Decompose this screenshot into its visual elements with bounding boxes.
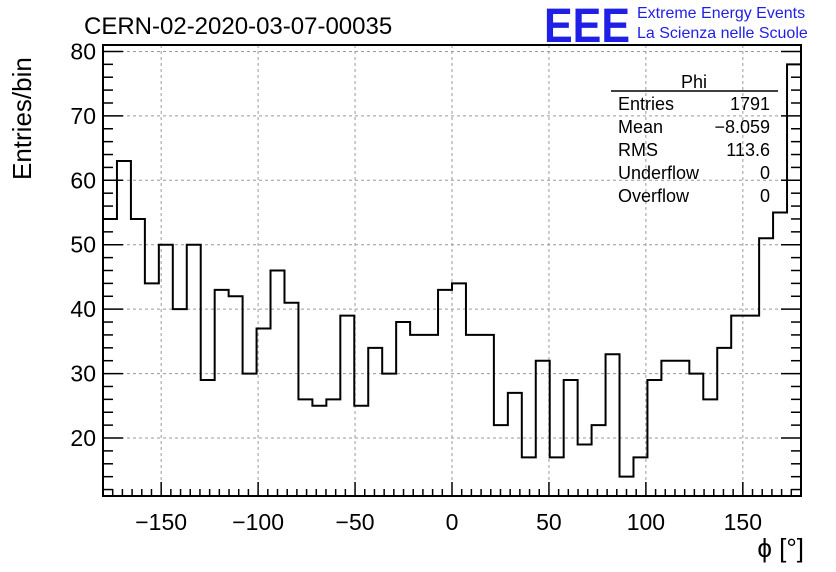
stats-label: RMS (618, 140, 658, 160)
eee-logo: EEE Extreme Energy Events La Scienza nel… (544, 0, 808, 53)
logo-line-2: La Scienza nelle Scuole (637, 25, 808, 42)
y-tick-label: 20 (70, 425, 96, 451)
x-tick-label: −100 (232, 509, 284, 535)
grid (103, 45, 801, 496)
y-tick-label: 50 (70, 232, 96, 258)
y-tick-labels: 20 30 40 50 60 70 80 (70, 38, 96, 451)
x-tick-labels: −150 −100 −50 0 50 100 150 (135, 509, 762, 535)
stats-title: Phi (681, 72, 707, 92)
x-tick-label: 50 (536, 509, 562, 535)
chart-title: CERN-02-2020-03-07-00035 (84, 13, 392, 40)
x-axis-label: ϕ [°] (757, 533, 804, 563)
x-tick-label: −150 (135, 509, 187, 535)
stats-rows: Entries 1791 Mean −8.059 RMS 113.6 Underflow 0 O… (618, 94, 770, 206)
y-tick-label: 80 (70, 38, 96, 64)
stats-label: Overflow (618, 186, 690, 206)
logo-line-1: Extreme Energy Events (637, 5, 805, 22)
stats-label: Mean (618, 117, 663, 137)
y-axis-label: Entries/bin (7, 57, 37, 180)
stats-value: 1791 (730, 94, 770, 114)
stats-value: 113.6 (726, 140, 770, 160)
x-tick-label: −50 (336, 509, 375, 535)
axis-ticks (103, 50, 801, 496)
stats-value: 0 (760, 186, 770, 206)
stats-label: Underflow (618, 163, 700, 183)
stats-value: −8.059 (714, 117, 770, 137)
y-tick-label: 70 (70, 103, 96, 129)
y-tick-label: 60 (70, 167, 96, 193)
x-tick-label: 100 (627, 509, 665, 535)
y-tick-label: 40 (70, 296, 96, 322)
x-tick-label: 0 (446, 509, 459, 535)
stats-value: 0 (760, 163, 770, 183)
stats-label: Entries (618, 94, 674, 114)
histogram-line (103, 63, 801, 478)
x-tick-label: 150 (724, 509, 762, 535)
stats-box: Phi Entries 1791 Mean −8.059 RMS 113.6 Underfl… (611, 72, 778, 206)
y-tick-label: 30 (70, 361, 96, 387)
